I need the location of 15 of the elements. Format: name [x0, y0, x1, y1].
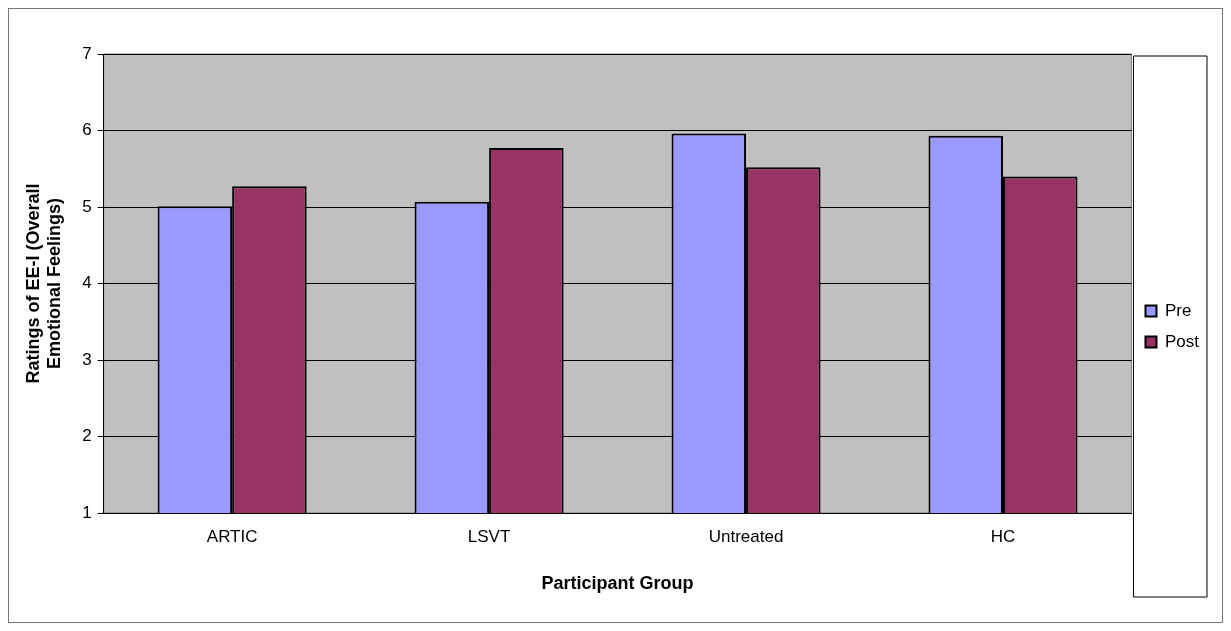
- x-tick-label: ARTIC: [206, 526, 258, 546]
- x-tick-label: HC: [990, 526, 1016, 546]
- y-tick-label: 3: [82, 349, 92, 369]
- y-axis-title: Ratings of EE-I (Overall Emotional Feelings): [22, 183, 65, 384]
- x-axis-title: Participant Group: [541, 573, 694, 594]
- legend-label: Pre: [1164, 300, 1192, 320]
- y-tick-label: 4: [82, 273, 92, 293]
- y-tick-label: 2: [82, 426, 92, 446]
- x-tick-label: Untreated: [708, 526, 784, 546]
- y-tick-label: 6: [82, 120, 92, 140]
- x-tick-label: LSVT: [467, 526, 511, 546]
- y-tick-label: 1: [82, 502, 92, 522]
- y-tick-label: 7: [82, 43, 92, 63]
- legend-label: Post: [1164, 331, 1200, 351]
- y-tick-label: 5: [82, 196, 92, 216]
